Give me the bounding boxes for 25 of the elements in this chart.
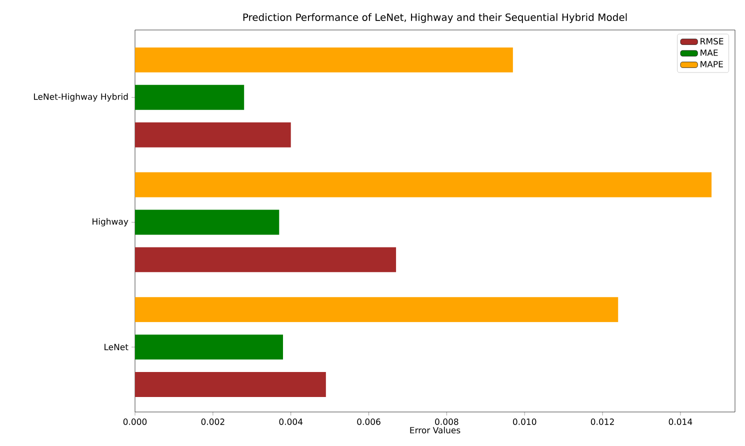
x-tick-label: 0.004	[279, 418, 303, 425]
bar	[135, 47, 513, 72]
bar	[135, 334, 284, 360]
y-tick-label: Highway	[92, 218, 128, 226]
x-tick-label: 0.014	[668, 418, 692, 425]
bar	[135, 84, 244, 110]
legend-label: MAE	[700, 50, 718, 56]
legend-label: MAPE	[700, 61, 723, 68]
bar	[135, 247, 396, 272]
x-tick-label: 0.000	[123, 418, 147, 425]
x-tick-label: 0.010	[513, 418, 536, 425]
y-tick-label: LeNet-Highway Hybrid	[34, 93, 128, 102]
x-tick-label: 0.008	[435, 418, 458, 425]
x-tick-label: 0.002	[201, 418, 224, 425]
bar	[135, 210, 280, 235]
bar	[135, 122, 291, 148]
x-axis-title: Error Values	[410, 426, 460, 434]
legend-label: RMSE	[700, 38, 724, 44]
x-tick-label: 0.012	[590, 418, 614, 425]
bar	[135, 172, 712, 198]
y-tick-label: LeNet	[104, 344, 128, 350]
x-tick-label: 0.006	[357, 418, 380, 425]
bar	[135, 297, 618, 322]
chart-title: Prediction Performance of LeNet, Highway and their Sequential Hybrid Model	[243, 13, 627, 23]
bar	[135, 372, 326, 398]
